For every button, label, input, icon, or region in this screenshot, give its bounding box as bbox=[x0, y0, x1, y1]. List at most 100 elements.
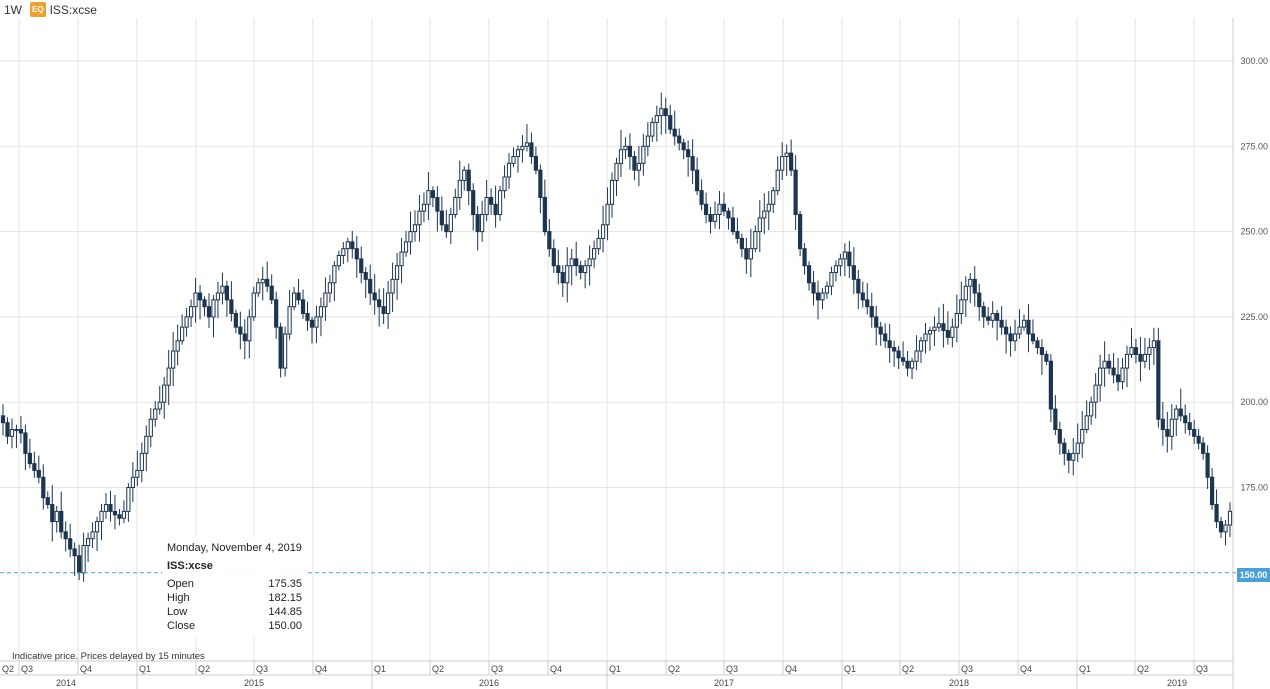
candle-body[interactable] bbox=[318, 306, 324, 318]
candle-body[interactable] bbox=[1183, 415, 1188, 424]
candle-body[interactable] bbox=[489, 196, 494, 205]
candle-body[interactable] bbox=[959, 299, 964, 314]
candle-body[interactable] bbox=[291, 292, 297, 308]
candle-body[interactable] bbox=[798, 214, 803, 250]
candle-body[interactable] bbox=[932, 326, 937, 332]
candle-body[interactable] bbox=[1075, 442, 1080, 454]
candle-body[interactable] bbox=[1089, 401, 1094, 417]
candle-body[interactable] bbox=[1178, 408, 1183, 417]
candle-body[interactable] bbox=[1160, 418, 1165, 430]
candle-body[interactable] bbox=[296, 292, 301, 301]
candle-body[interactable] bbox=[336, 254, 341, 267]
candle-body[interactable] bbox=[90, 531, 95, 540]
candle-body[interactable] bbox=[829, 272, 834, 287]
candle-body[interactable] bbox=[560, 272, 565, 284]
candle-body[interactable] bbox=[820, 292, 825, 301]
candle-body[interactable] bbox=[480, 214, 485, 233]
candle-body[interactable] bbox=[197, 292, 203, 301]
candle-body[interactable] bbox=[283, 333, 288, 369]
candle-body[interactable] bbox=[511, 156, 516, 164]
candle-body[interactable] bbox=[81, 545, 86, 574]
candle-body[interactable] bbox=[1196, 435, 1201, 444]
candle-body[interactable] bbox=[229, 299, 234, 314]
candle-body[interactable] bbox=[766, 203, 771, 212]
candle-body[interactable] bbox=[99, 510, 104, 523]
candle-body[interactable] bbox=[542, 196, 547, 233]
candle-body[interactable] bbox=[126, 487, 131, 512]
candle-body[interactable] bbox=[372, 292, 377, 301]
candle-body[interactable] bbox=[175, 340, 180, 352]
candle-body[interactable] bbox=[784, 152, 789, 158]
candle-body[interactable] bbox=[614, 162, 619, 181]
candle-body[interactable] bbox=[896, 350, 901, 359]
candle-body[interactable] bbox=[354, 248, 359, 260]
candle-body[interactable] bbox=[654, 115, 659, 123]
candle-body[interactable] bbox=[1039, 347, 1045, 355]
candle-body[interactable] bbox=[735, 231, 740, 239]
candle-body[interactable] bbox=[802, 248, 807, 267]
candle-body[interactable] bbox=[1133, 347, 1139, 355]
candle-body[interactable] bbox=[856, 278, 861, 294]
candle-body[interactable] bbox=[892, 347, 897, 352]
candle-body[interactable] bbox=[247, 316, 252, 342]
candle-body[interactable] bbox=[717, 203, 722, 216]
candle-body[interactable] bbox=[645, 135, 650, 147]
candle-body[interactable] bbox=[712, 214, 718, 222]
candle-body[interactable] bbox=[327, 282, 333, 294]
candle-body[interactable] bbox=[851, 265, 856, 280]
candle-body[interactable] bbox=[260, 278, 265, 284]
candle-body[interactable] bbox=[726, 210, 731, 219]
candle-body[interactable] bbox=[936, 323, 942, 328]
candle-body[interactable] bbox=[1062, 442, 1067, 454]
candle-body[interactable] bbox=[421, 203, 427, 212]
candle-body[interactable] bbox=[1080, 428, 1085, 444]
candle-body[interactable] bbox=[412, 224, 418, 233]
candle-body[interactable] bbox=[59, 510, 64, 533]
candle-body[interactable] bbox=[806, 265, 812, 284]
candle-body[interactable] bbox=[0, 415, 6, 424]
candle-body[interactable] bbox=[1223, 524, 1228, 533]
candle-body[interactable] bbox=[1147, 347, 1152, 355]
candle-body[interactable] bbox=[775, 169, 780, 192]
candle-body[interactable] bbox=[842, 251, 847, 260]
candle-body[interactable] bbox=[206, 306, 212, 318]
candle-body[interactable] bbox=[1048, 360, 1053, 410]
candle-body[interactable] bbox=[251, 292, 256, 318]
candle-body[interactable] bbox=[408, 231, 413, 243]
candle-body[interactable] bbox=[1003, 326, 1009, 335]
candle-body[interactable] bbox=[596, 237, 601, 250]
candle-body[interactable] bbox=[833, 265, 839, 274]
candle-body[interactable] bbox=[1066, 452, 1071, 461]
candle-body[interactable] bbox=[1120, 367, 1125, 383]
candle-body[interactable] bbox=[874, 316, 879, 328]
candle-body[interactable] bbox=[762, 210, 767, 219]
candle-body[interactable] bbox=[780, 156, 785, 171]
candle-body[interactable] bbox=[130, 476, 135, 489]
candle-body[interactable] bbox=[860, 292, 865, 301]
candle-body[interactable] bbox=[1201, 442, 1206, 454]
candle-body[interactable] bbox=[238, 326, 243, 335]
candle-body[interactable] bbox=[1098, 367, 1103, 386]
candle-body[interactable] bbox=[900, 357, 906, 362]
candle-body[interactable] bbox=[103, 504, 109, 512]
candle-body[interactable] bbox=[77, 555, 82, 574]
candle-body[interactable] bbox=[475, 214, 480, 233]
candle-body[interactable] bbox=[636, 162, 641, 171]
candle-body[interactable] bbox=[153, 408, 158, 420]
candle-body[interactable] bbox=[672, 128, 677, 137]
candle-body[interactable] bbox=[1102, 360, 1107, 369]
candle-body[interactable] bbox=[650, 121, 655, 137]
candle-body[interactable] bbox=[569, 258, 574, 267]
candle-body[interactable] bbox=[368, 278, 373, 294]
candle-body[interactable] bbox=[36, 469, 41, 478]
candle-body[interactable] bbox=[878, 326, 883, 335]
candle-body[interactable] bbox=[184, 316, 189, 328]
candle-body[interactable] bbox=[515, 149, 521, 158]
candle-body[interactable] bbox=[1084, 415, 1089, 430]
candle-body[interactable] bbox=[681, 142, 686, 151]
candle-body[interactable] bbox=[914, 350, 919, 362]
candle-body[interactable] bbox=[426, 190, 431, 205]
candle-body[interactable] bbox=[1209, 476, 1215, 506]
candle-body[interactable] bbox=[381, 306, 386, 314]
candle-body[interactable] bbox=[574, 258, 579, 267]
